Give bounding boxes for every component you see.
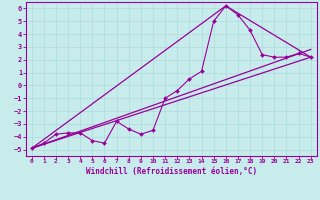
X-axis label: Windchill (Refroidissement éolien,°C): Windchill (Refroidissement éolien,°C) [86,167,257,176]
